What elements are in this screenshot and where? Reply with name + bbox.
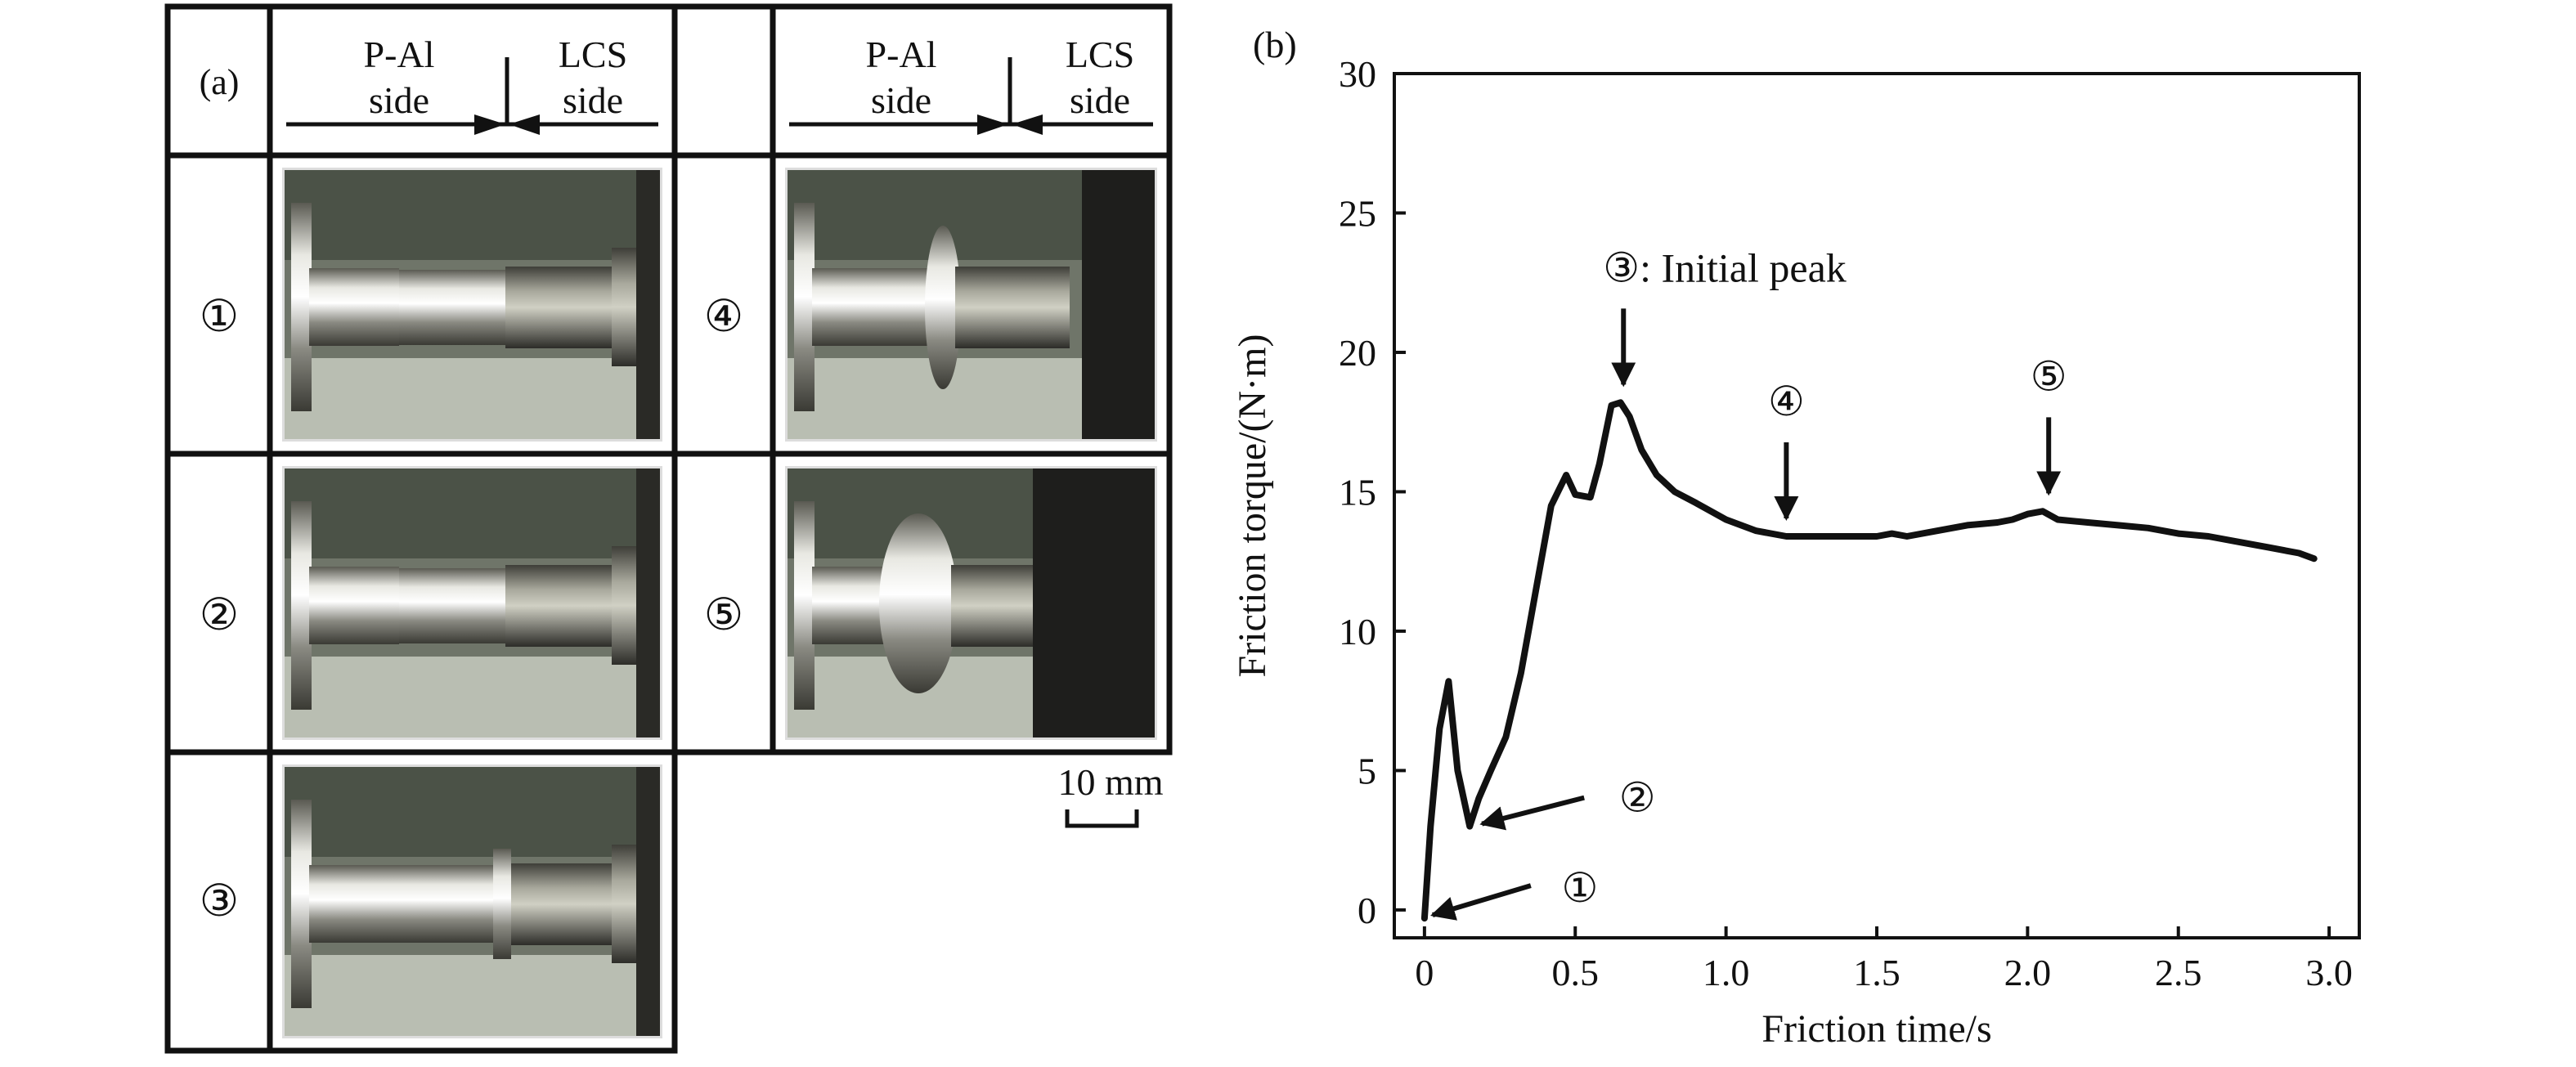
header-separator-left (286, 57, 658, 135)
y-axis-label: Friction torque/(N·m) (1231, 334, 1274, 678)
annotation-arrow (1479, 795, 1585, 831)
header-right-lcs-line1: LCS (1066, 34, 1134, 75)
grid-lines (164, 3, 1173, 1054)
scale-bar-label: 10 mm (1057, 761, 1163, 803)
photo-stage-1 (282, 168, 662, 442)
y-tick-label: 30 (1339, 53, 1376, 95)
chart-annotations: ①② ③: Initial peak ④ ⑤ (1430, 244, 2067, 921)
x-tick-label: 0 (1415, 952, 1434, 993)
panel-a: (a) P-Al side LCS side P-Al side LCS sid… (0, 0, 1210, 1063)
panel-b-chart: (b) 0 0.5 1.0 1.5 2.0 2.5 3.0 0 5 10 15 20 25 30 ① ② ③:… (1210, 0, 2576, 1063)
stage-label-1: ① (200, 292, 239, 341)
stage-label-5: ⑤ (704, 590, 743, 639)
header-left-pal-line1: P-Al (364, 34, 435, 75)
y-tick-label: 5 (1358, 750, 1376, 791)
header-right-lcs-line2: side (1070, 79, 1130, 121)
x-tick-label: 0.5 (1552, 952, 1600, 993)
x-tick-label: 1.5 (1853, 952, 1901, 993)
annotation-arrow (1430, 883, 1532, 921)
panel-a-label: (a) (200, 62, 240, 102)
annotation-label: ⑤ (2031, 353, 2067, 399)
header-left-lcs-line1: LCS (559, 34, 627, 75)
x-tick-label: 1.0 (1703, 952, 1750, 993)
header-left-lcs-line2: side (563, 79, 623, 121)
annotation-label: ③: Initial peak (1603, 244, 1847, 290)
stage-label-3: ③ (200, 876, 239, 926)
chart-ticks: 0 0.5 1.0 1.5 2.0 2.5 3.0 0 5 10 15 20 25 30 (1339, 53, 2353, 993)
scale-bar (1065, 809, 1139, 828)
panel-b-label: (b) (1253, 24, 1297, 65)
y-tick-label: 25 (1339, 192, 1376, 234)
photo-stage-3 (282, 764, 662, 1038)
series-line (1420, 399, 2318, 922)
stage-label-4: ④ (704, 292, 743, 341)
photo-stage-4 (785, 168, 1157, 442)
y-tick-label: 20 (1339, 332, 1376, 374)
y-tick-label: 10 (1339, 611, 1376, 652)
x-axis-label: Friction time/s (1761, 1007, 1991, 1051)
x-tick-label: 2.0 (2004, 952, 2052, 993)
header-left-pal-line2: side (369, 79, 429, 121)
annotation-label: ② (1619, 775, 1656, 821)
panel-a-frame: (a) P-Al side LCS side P-Al side LCS sid… (164, 3, 1173, 1054)
photo-stage-2 (282, 466, 662, 740)
header-right-pal-line1: P-Al (866, 34, 937, 75)
header-separator-right (789, 57, 1153, 135)
photo-stage-5 (785, 466, 1157, 740)
header-right-pal-line2: side (871, 79, 931, 121)
y-tick-label: 15 (1339, 471, 1376, 513)
x-tick-label: 3.0 (2305, 952, 2353, 993)
y-tick-label: 0 (1358, 890, 1376, 931)
friction-torque-chart: (b) 0 0.5 1.0 1.5 2.0 2.5 3.0 0 5 10 15 20 25 30 ①② ③:… (1231, 24, 2361, 1051)
x-tick-label: 2.5 (2155, 952, 2202, 993)
stage-label-2: ② (200, 590, 239, 639)
annotation-label: ① (1561, 865, 1598, 911)
annotation-label: ④ (1768, 379, 1805, 424)
